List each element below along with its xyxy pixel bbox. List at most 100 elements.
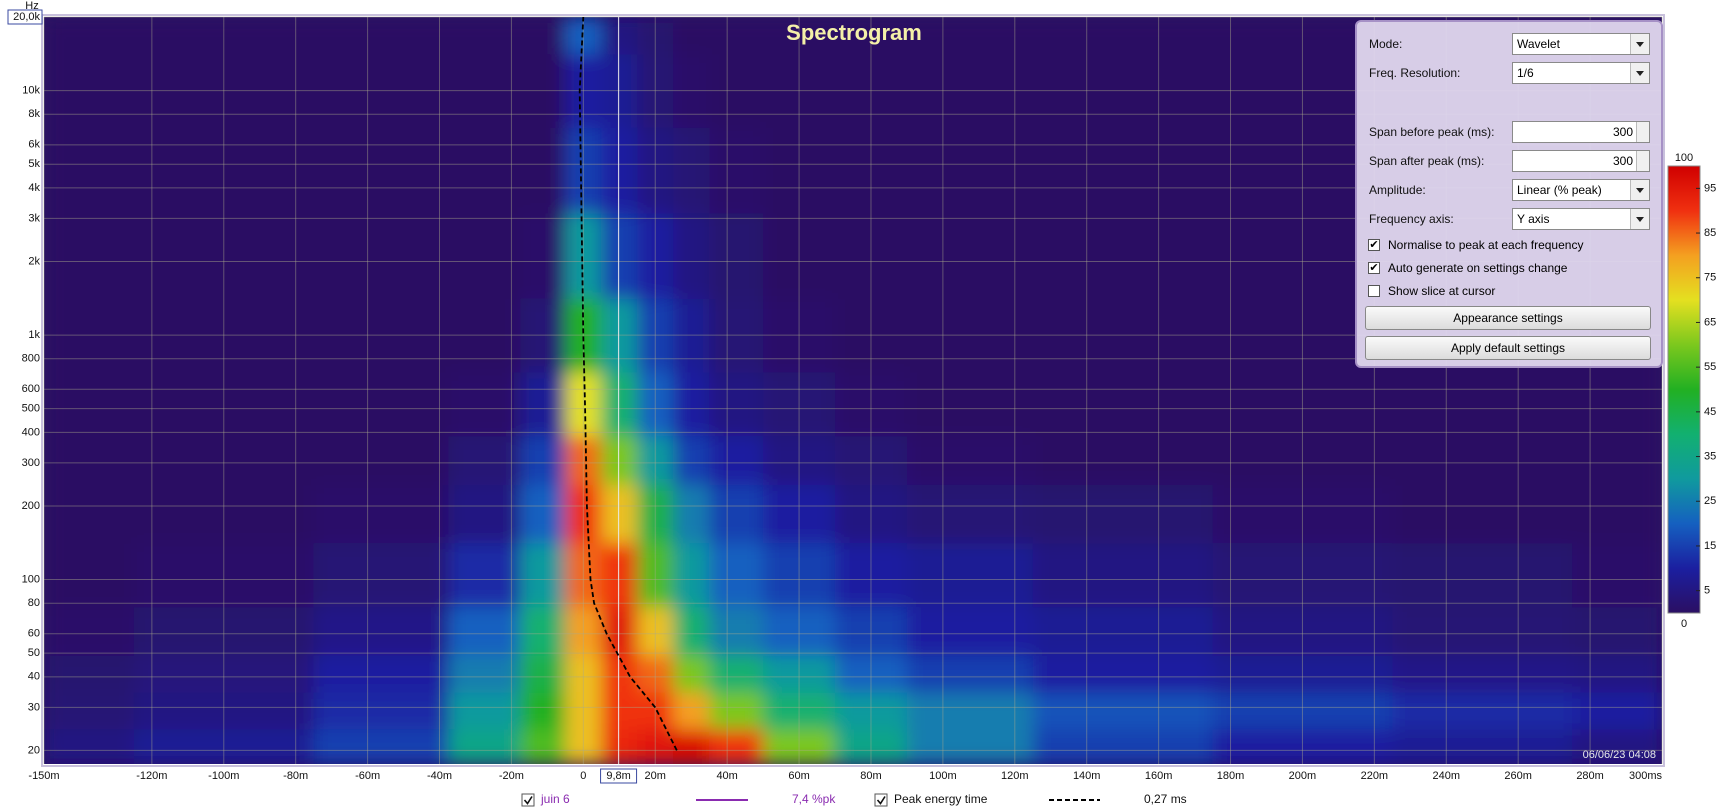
heat-cell xyxy=(763,542,836,608)
heat-cell xyxy=(1032,606,1214,656)
heat-cell xyxy=(835,371,908,437)
checkbox-label: Normalise to peak at each frequency xyxy=(1388,238,1584,252)
heat-cell xyxy=(1212,728,1393,764)
heat-cell xyxy=(1212,606,1393,656)
heat-cell xyxy=(313,53,449,128)
heat-cell xyxy=(709,17,764,55)
button[interactable]: Apply default settings xyxy=(1365,336,1651,360)
dropdown-value: Wavelet xyxy=(1517,37,1560,51)
checkmark xyxy=(876,796,886,805)
heat-cell xyxy=(520,212,566,299)
heat-cell xyxy=(709,371,764,437)
spinner-value: 300 xyxy=(1612,125,1633,139)
heat-cell xyxy=(906,127,1034,214)
heat-cell xyxy=(44,212,135,299)
field-label: Span before peak (ms): xyxy=(1369,125,1495,139)
heat-cell xyxy=(44,17,135,55)
heat-cell xyxy=(565,53,602,128)
heat-cell xyxy=(763,371,836,437)
field-label: Freq. Resolution: xyxy=(1369,66,1461,80)
x-tick-label: 20m xyxy=(645,770,666,782)
y-tick-label: 6k xyxy=(28,139,40,151)
spinner-value: 300 xyxy=(1612,154,1633,168)
heat-cell xyxy=(673,212,710,299)
heat-cell xyxy=(133,17,315,55)
field-label: Span after peak (ms): xyxy=(1369,154,1485,168)
heat-cell xyxy=(673,692,710,730)
heat-cell xyxy=(565,606,602,656)
x-tick-label: 300ms xyxy=(1629,770,1663,782)
y-tick-label: 20 xyxy=(28,744,40,756)
dropdown[interactable]: Wavelet xyxy=(1512,33,1650,55)
heat-cell xyxy=(1032,17,1214,55)
colorbar-label: 85 xyxy=(1704,227,1716,239)
heat-cell xyxy=(133,371,315,437)
checkbox[interactable] xyxy=(1368,285,1380,297)
button[interactable]: Appearance settings xyxy=(1365,306,1651,330)
dropdown[interactable]: Y axis xyxy=(1512,208,1650,230)
field-label: Mode: xyxy=(1369,37,1403,51)
heat-cell xyxy=(448,371,521,437)
dropdown-value: Y axis xyxy=(1517,212,1550,226)
heat-cell xyxy=(448,53,521,128)
dropdown[interactable]: Linear (% peak) xyxy=(1512,179,1650,201)
heat-cell xyxy=(673,298,710,373)
colorbar-label: 35 xyxy=(1704,450,1716,462)
x-tick-label: 260m xyxy=(1504,770,1532,782)
heat-cell xyxy=(565,127,602,214)
heat-cell xyxy=(637,212,674,299)
heat-cell xyxy=(565,542,602,608)
heat-cell xyxy=(1032,542,1214,608)
legend-label: Peak energy time xyxy=(894,792,988,806)
heat-cell xyxy=(601,298,638,373)
x-tick-label: 100m xyxy=(929,770,957,782)
heat-cell xyxy=(601,435,638,485)
spinner[interactable]: 300 xyxy=(1512,150,1650,172)
heat-cell xyxy=(1212,542,1393,608)
heat-cell xyxy=(637,655,674,693)
y-tick-label: 800 xyxy=(22,353,40,365)
y-tick-label: 400 xyxy=(22,426,40,438)
heat-cell xyxy=(709,606,764,656)
x-tick-label: 240m xyxy=(1433,770,1461,782)
spinner[interactable]: 300 xyxy=(1512,121,1650,143)
heat-cell xyxy=(673,371,710,437)
x-tick-label: -100m xyxy=(208,770,239,782)
dropdown-value: Linear (% peak) xyxy=(1517,183,1602,197)
heat-cell xyxy=(1032,484,1214,544)
plot-frame xyxy=(41,14,1665,767)
heat-cell xyxy=(44,692,135,730)
heat-cell xyxy=(673,435,710,485)
heat-cell xyxy=(44,484,135,544)
heat-cell xyxy=(1392,542,1573,608)
heat-cell xyxy=(520,17,566,55)
checkbox[interactable]: ✔ xyxy=(1368,239,1380,251)
chart-title: Spectrogram xyxy=(786,20,922,45)
checkbox[interactable]: ✔ xyxy=(1368,262,1380,274)
heat-cell xyxy=(313,655,449,693)
heat-cell xyxy=(133,484,315,544)
heat-cell xyxy=(673,542,710,608)
heat-cell xyxy=(601,728,638,764)
heat-cell xyxy=(763,435,836,485)
heat-cell xyxy=(637,298,674,373)
heat-cell xyxy=(1572,728,1662,764)
heat-cell xyxy=(1032,692,1214,730)
heat-cell xyxy=(673,127,710,214)
heat-cell xyxy=(448,127,521,214)
dropdown[interactable]: 1/6 xyxy=(1512,62,1650,84)
heat-cell xyxy=(673,655,710,693)
y-tick-label: 300 xyxy=(22,457,40,469)
heat-cell xyxy=(1572,435,1662,485)
heat-cell xyxy=(565,212,602,299)
heat-cell xyxy=(835,127,908,214)
x-tick-label: 140m xyxy=(1073,770,1101,782)
heat-cell xyxy=(1032,728,1214,764)
heat-cell xyxy=(448,484,521,544)
heat-cell xyxy=(637,484,674,544)
heat-cell xyxy=(1572,655,1662,693)
heat-cell xyxy=(448,728,521,764)
x-tick-label: 280m xyxy=(1576,770,1604,782)
heat-cell xyxy=(565,17,602,55)
